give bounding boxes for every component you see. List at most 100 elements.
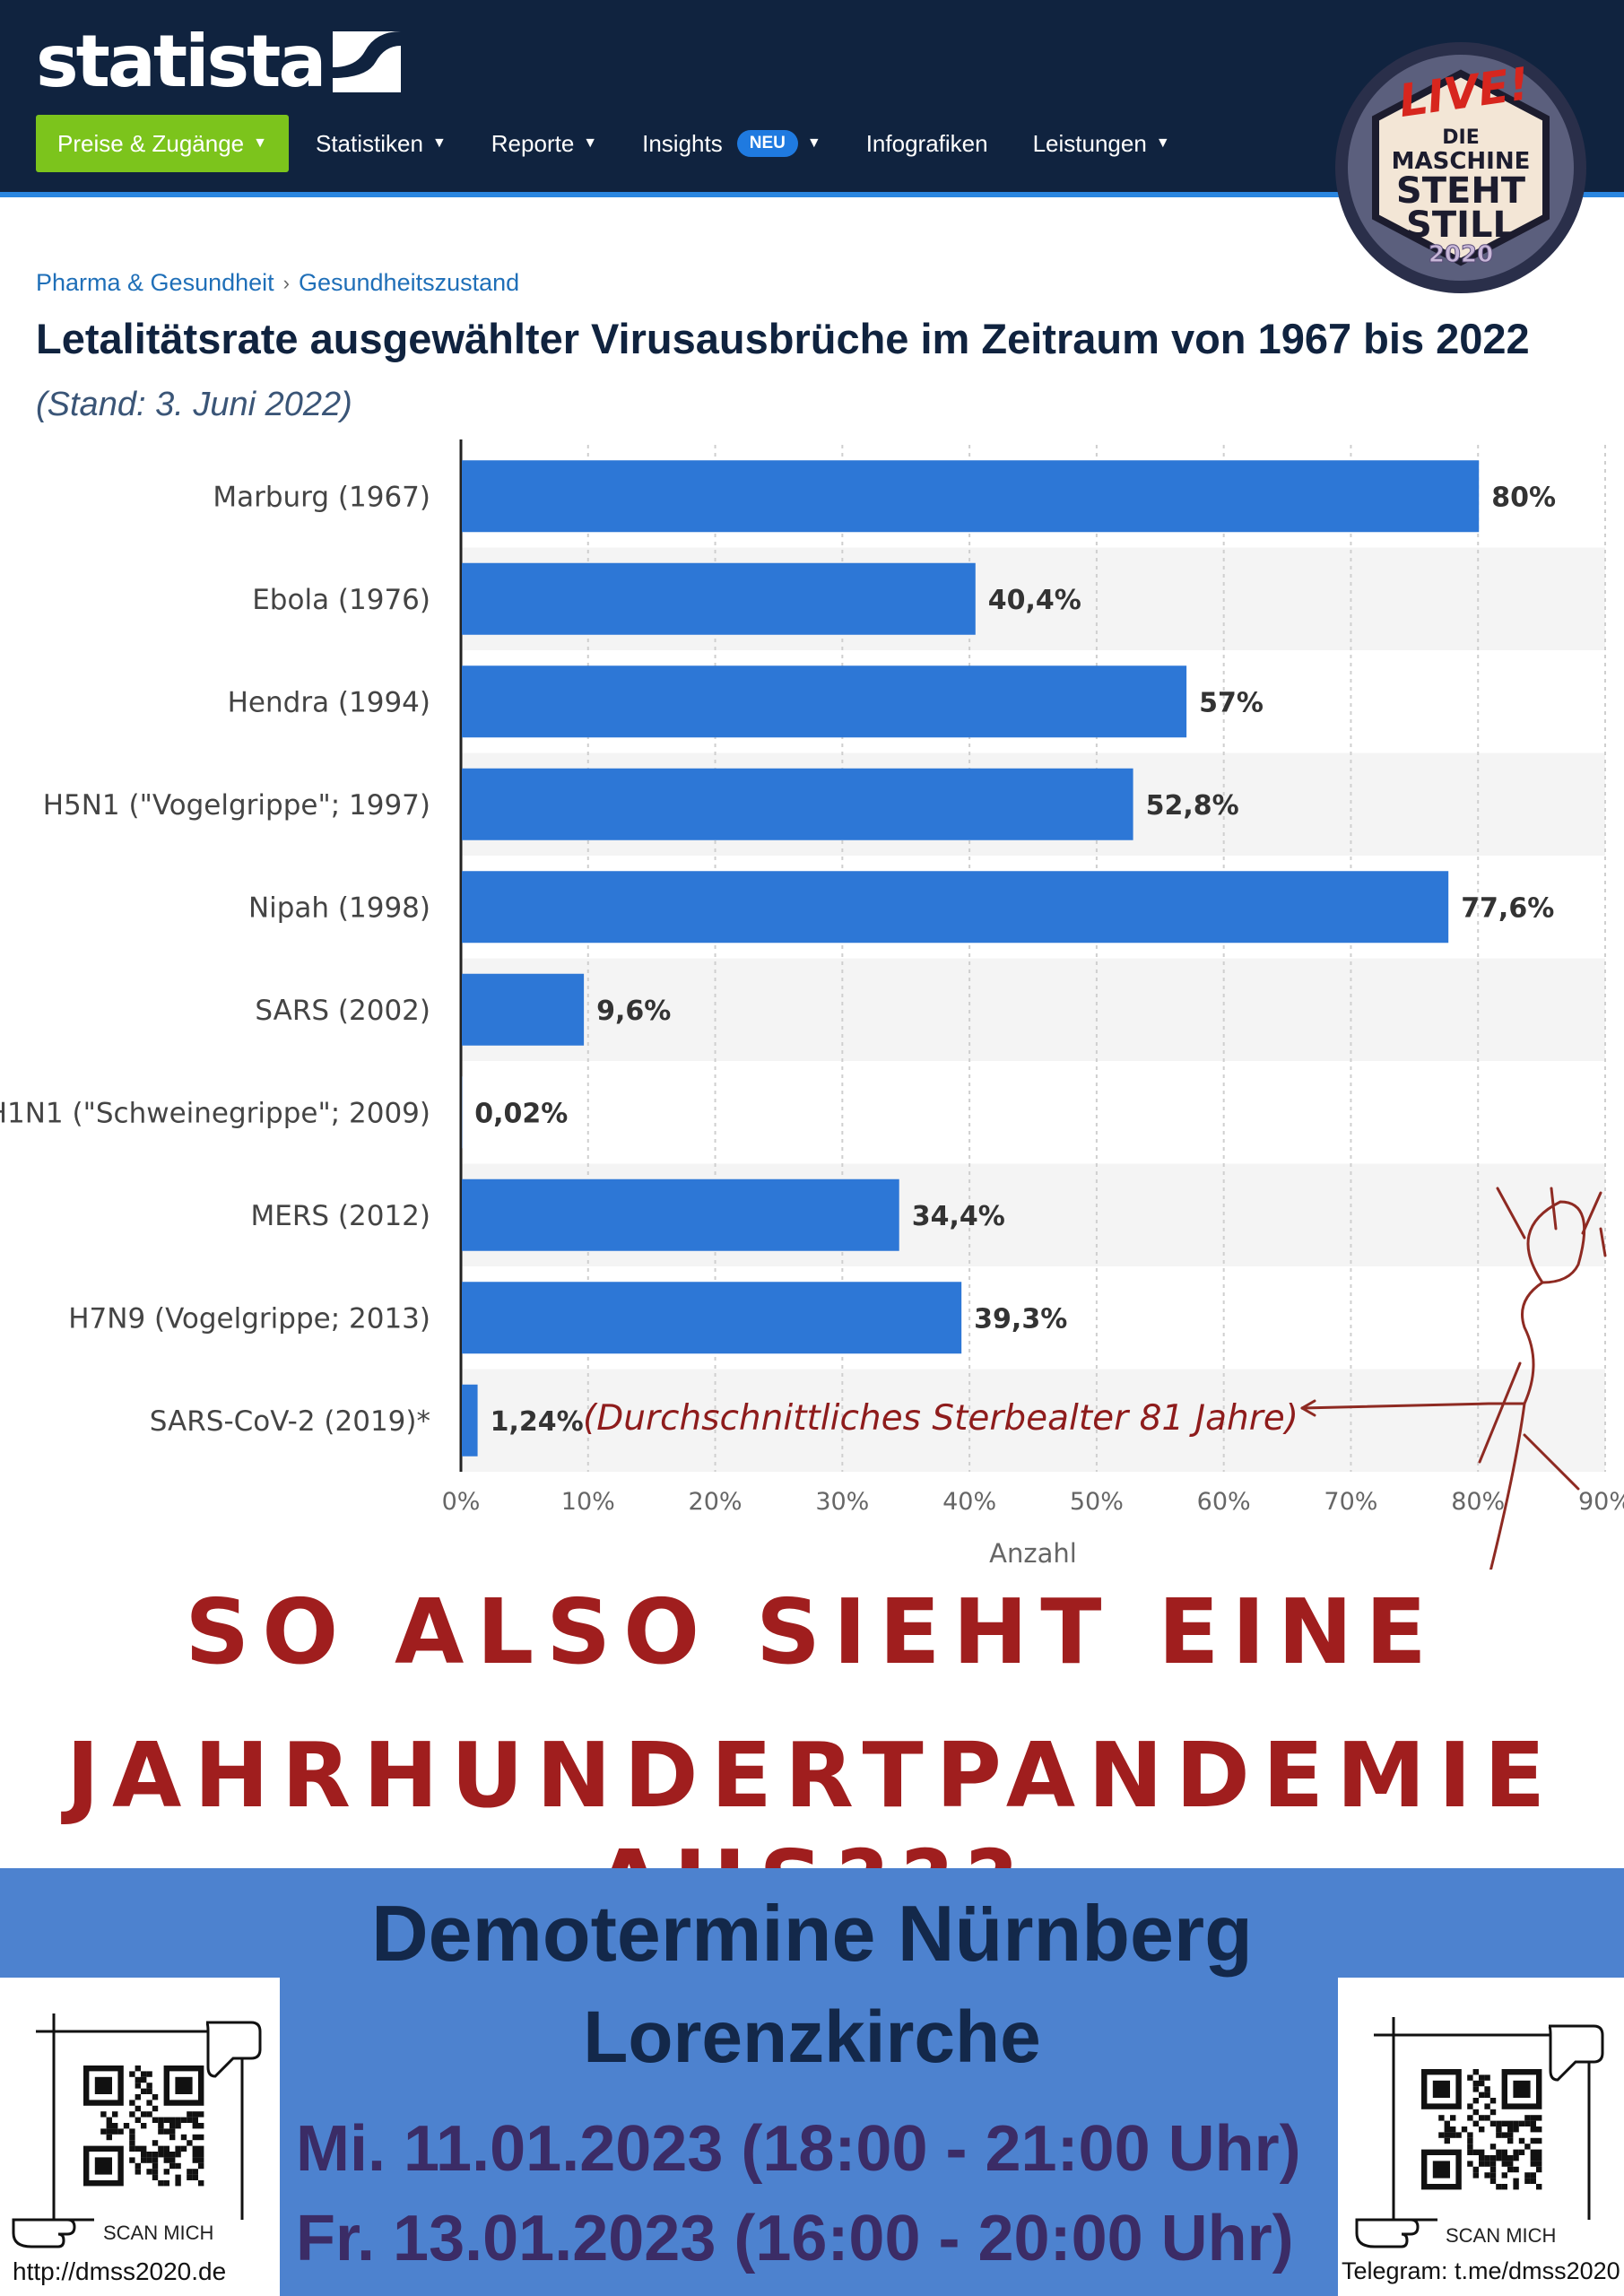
qr-module bbox=[1530, 2155, 1536, 2161]
qr-module bbox=[1530, 2178, 1536, 2184]
qr-module bbox=[106, 2128, 112, 2135]
caret-down-icon: ▼ bbox=[253, 135, 267, 151]
qr-module bbox=[1484, 2161, 1490, 2167]
nav-label: Leistungen bbox=[1032, 129, 1147, 157]
bar bbox=[462, 871, 1449, 944]
qr-module bbox=[146, 2169, 152, 2175]
qr-module bbox=[112, 2111, 118, 2118]
qr-module bbox=[1479, 2115, 1485, 2121]
maschine-steht-still-seal: LIVE! DIE MASCHINE STEHT STILL 2020 bbox=[1335, 42, 1586, 293]
qr-module bbox=[1444, 2132, 1450, 2138]
website-url[interactable]: http://dmss2020.de bbox=[13, 2257, 227, 2285]
qr-module bbox=[1484, 2172, 1490, 2179]
qr-module bbox=[192, 2145, 198, 2152]
qr-module bbox=[163, 2169, 169, 2175]
seal-year: 2020 bbox=[1429, 241, 1493, 268]
qr-module bbox=[180, 2145, 187, 2152]
qr-module bbox=[163, 2152, 169, 2158]
qr-module bbox=[1501, 2132, 1507, 2138]
qr-code-icon[interactable] bbox=[36, 1996, 269, 2220]
qr-module bbox=[100, 2111, 107, 2118]
qr-module bbox=[1444, 2120, 1450, 2126]
main-nav: Preise & Zugänge ▼ Statistiken ▼ Reporte… bbox=[36, 115, 1215, 172]
qr-module bbox=[1438, 2132, 1445, 2138]
nav-label: Statistiken bbox=[315, 129, 423, 157]
bar bbox=[462, 1384, 478, 1457]
qr-module bbox=[1536, 2166, 1542, 2173]
qr-module bbox=[1513, 2155, 1519, 2161]
x-tick-label: 60% bbox=[1197, 1488, 1251, 1516]
qr-module bbox=[1524, 2120, 1531, 2126]
qr-module bbox=[1524, 2144, 1531, 2150]
qr-module bbox=[175, 2152, 181, 2158]
qr-module bbox=[1467, 2132, 1473, 2138]
qr-module bbox=[1501, 2161, 1507, 2167]
bar-chart: 0% 10% 20% 30% 40% 50% 60% 70% 80% 90% Marburg (19… bbox=[0, 439, 1624, 1570]
nav-reporte[interactable]: Reporte ▼ bbox=[491, 130, 597, 158]
nav-insights[interactable]: Insights NEU ▼ bbox=[642, 130, 821, 158]
breadcrumb-item-gesundheitszustand[interactable]: Gesundheitszustand bbox=[298, 269, 520, 296]
qr-module bbox=[106, 2134, 112, 2141]
qr-module bbox=[1501, 2184, 1507, 2190]
seal-line2: MASCHINE bbox=[1392, 148, 1531, 175]
footer-title: Demotermine Nürnberg bbox=[371, 1889, 1253, 1978]
breadcrumb: Pharma & Gesundheit › Gesundheitszustand bbox=[36, 269, 519, 297]
stick-figure-drawing bbox=[1300, 1187, 1607, 1570]
category-label: MERS (2012) bbox=[251, 1200, 431, 1232]
qr-module bbox=[1501, 2149, 1507, 2155]
qr-code-icon[interactable] bbox=[1374, 1996, 1616, 2220]
telegram-url[interactable]: Telegram: t.me/dmss2020 bbox=[1342, 2257, 1620, 2284]
qr-module bbox=[1513, 2120, 1519, 2126]
qr-module bbox=[146, 2111, 152, 2118]
qr-module bbox=[198, 2162, 204, 2170]
qr-module bbox=[1536, 2115, 1542, 2121]
seal-line3: STEHT bbox=[1396, 170, 1526, 212]
qr-module bbox=[169, 2123, 176, 2129]
qr-module bbox=[1479, 2126, 1485, 2133]
nav-statistiken[interactable]: Statistiken ▼ bbox=[316, 130, 447, 158]
qr-module bbox=[158, 2123, 164, 2129]
qr-module bbox=[141, 2088, 147, 2094]
qr-module bbox=[1438, 2115, 1445, 2121]
qr-module bbox=[152, 2162, 159, 2170]
qr-module bbox=[1496, 2155, 1502, 2161]
bar bbox=[462, 562, 976, 635]
qr-module bbox=[1467, 2149, 1473, 2155]
qr-module bbox=[1472, 2086, 1479, 2092]
qr-module bbox=[192, 2111, 198, 2118]
qr-module bbox=[152, 2152, 159, 2158]
qr-module bbox=[180, 2117, 187, 2123]
header-accent-line bbox=[0, 192, 1624, 197]
qr-module bbox=[152, 2140, 159, 2146]
qr-module bbox=[129, 2111, 135, 2118]
qr-module bbox=[135, 2083, 141, 2089]
qr-module bbox=[129, 2140, 135, 2146]
x-tick-label: 20% bbox=[689, 1488, 743, 1516]
qr-module bbox=[141, 2145, 147, 2152]
qr-module bbox=[163, 2180, 169, 2187]
qr-module bbox=[175, 2145, 181, 2152]
qr-module bbox=[1536, 2126, 1542, 2133]
qr-module bbox=[1472, 2120, 1479, 2126]
qr-finder-pattern bbox=[94, 2076, 112, 2094]
statista-logo-icon bbox=[333, 31, 402, 92]
caret-down-icon: ▼ bbox=[1155, 135, 1170, 151]
qr-module bbox=[1450, 2115, 1456, 2121]
chart-subtitle: (Stand: 3. Juni 2022) bbox=[36, 386, 352, 423]
qr-module bbox=[192, 2152, 198, 2158]
x-tick-label: 70% bbox=[1324, 1488, 1377, 1516]
qr-module bbox=[163, 2157, 169, 2163]
qr-module bbox=[158, 2152, 164, 2158]
scan-label: SCAN MICH bbox=[1446, 2224, 1557, 2247]
qr-module bbox=[1472, 2149, 1479, 2155]
breadcrumb-item-pharma[interactable]: Pharma & Gesundheit bbox=[36, 269, 274, 296]
qr-module bbox=[135, 2145, 141, 2152]
nav-preise-zugaenge[interactable]: Preise & Zugänge ▼ bbox=[36, 115, 289, 172]
qr-module bbox=[175, 2123, 181, 2129]
qr-module bbox=[1513, 2184, 1519, 2190]
nav-leistungen[interactable]: Leistungen ▼ bbox=[1033, 130, 1170, 158]
qr-module bbox=[152, 2169, 159, 2175]
qr-module bbox=[175, 2174, 181, 2180]
statista-logo[interactable]: statista bbox=[36, 22, 402, 102]
nav-infografiken[interactable]: Infografiken bbox=[866, 130, 988, 158]
